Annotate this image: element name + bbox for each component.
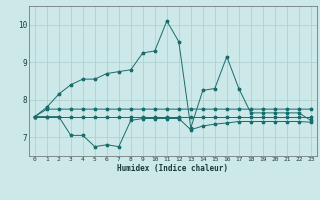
X-axis label: Humidex (Indice chaleur): Humidex (Indice chaleur) xyxy=(117,164,228,173)
